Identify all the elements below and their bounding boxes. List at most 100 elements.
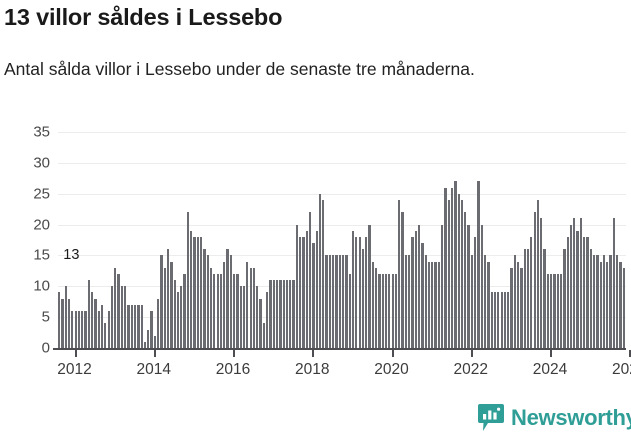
bar	[500, 292, 503, 348]
bar	[196, 236, 199, 348]
bar	[67, 298, 71, 348]
y-axis-tick-label: 10	[33, 277, 50, 295]
x-axis-tick	[629, 350, 631, 357]
bar	[394, 273, 398, 348]
bar	[546, 273, 549, 348]
bar	[322, 199, 325, 348]
bar	[404, 255, 407, 348]
bar	[596, 255, 599, 348]
bar	[437, 261, 441, 348]
bar	[305, 230, 308, 348]
bar	[295, 224, 299, 348]
bar	[487, 261, 490, 348]
bar	[150, 310, 153, 348]
x-axis-tick-label: 2026	[612, 361, 631, 378]
bar	[61, 298, 64, 348]
bar	[361, 249, 365, 348]
bar	[444, 187, 447, 348]
bar	[325, 255, 328, 348]
bar	[147, 329, 150, 348]
bar	[183, 273, 186, 348]
bar	[249, 267, 252, 348]
x-axis-tick-label: 2014	[136, 361, 172, 378]
x-axis-tick-label: 2020	[374, 361, 409, 378]
bar	[484, 255, 487, 348]
x-axis-tick	[74, 350, 77, 357]
bar	[190, 230, 193, 348]
bar	[477, 181, 480, 348]
bar	[606, 261, 609, 348]
bar	[457, 193, 460, 348]
bar	[242, 286, 246, 348]
x-axis-tick	[312, 350, 315, 357]
bar	[520, 267, 523, 348]
bar	[391, 273, 394, 348]
bar	[137, 304, 140, 348]
bar	[507, 292, 510, 348]
bar	[351, 230, 355, 348]
bar	[579, 218, 583, 348]
bar	[97, 310, 100, 348]
x-axis-tick-label: 2024	[532, 361, 568, 378]
x-axis-tick	[550, 350, 553, 357]
bar	[378, 273, 381, 348]
x-axis-tick	[470, 350, 473, 357]
bar	[622, 267, 625, 348]
logo-text: Newsworthy	[511, 404, 631, 430]
bar	[173, 280, 176, 348]
bar	[180, 286, 183, 348]
bar	[559, 273, 563, 348]
bar	[312, 243, 315, 348]
bar	[282, 280, 285, 348]
bar	[543, 249, 546, 348]
bar	[269, 280, 272, 348]
bar	[226, 249, 229, 348]
bar	[127, 304, 130, 348]
bar-chart-speech-bubble-icon	[478, 404, 504, 431]
bar	[124, 286, 127, 348]
y-axis-tick-label: 20	[33, 216, 50, 234]
bar	[427, 261, 431, 348]
x-axis-line	[53, 348, 626, 350]
bar	[209, 267, 213, 348]
bar	[583, 236, 586, 348]
bar	[417, 224, 421, 348]
bar	[533, 212, 536, 348]
bar	[289, 280, 292, 348]
bar	[216, 273, 219, 348]
y-axis-tick-label: 35	[33, 123, 50, 141]
bar	[279, 280, 282, 348]
bar	[186, 212, 190, 348]
bar	[569, 224, 573, 348]
bar	[335, 255, 338, 348]
bar	[454, 181, 457, 348]
bar	[213, 273, 216, 348]
bar	[375, 267, 378, 348]
bar	[275, 280, 279, 348]
bar	[160, 255, 163, 348]
bar	[200, 236, 203, 348]
bar	[450, 187, 454, 348]
bar	[262, 323, 265, 348]
bar	[120, 286, 123, 348]
x-axis-tick	[233, 350, 236, 357]
bar	[424, 255, 427, 348]
bar	[619, 261, 622, 348]
chart-subtitle: Antal sålda villor i Lessebo under de se…	[4, 59, 475, 79]
bar	[104, 323, 107, 348]
bar	[345, 255, 348, 348]
bar	[130, 304, 133, 348]
gridline	[58, 132, 626, 133]
bar	[493, 292, 497, 348]
bar	[503, 292, 507, 348]
bar	[474, 236, 477, 348]
bar	[434, 261, 437, 348]
bar	[368, 224, 371, 348]
bar	[398, 199, 401, 348]
bar	[107, 310, 110, 348]
bar	[74, 310, 77, 348]
x-axis-tick-label: 2016	[215, 361, 251, 378]
bar	[523, 249, 526, 348]
bar	[609, 255, 612, 348]
newsworthy-logo[interactable]: Newsworthy	[478, 404, 631, 431]
